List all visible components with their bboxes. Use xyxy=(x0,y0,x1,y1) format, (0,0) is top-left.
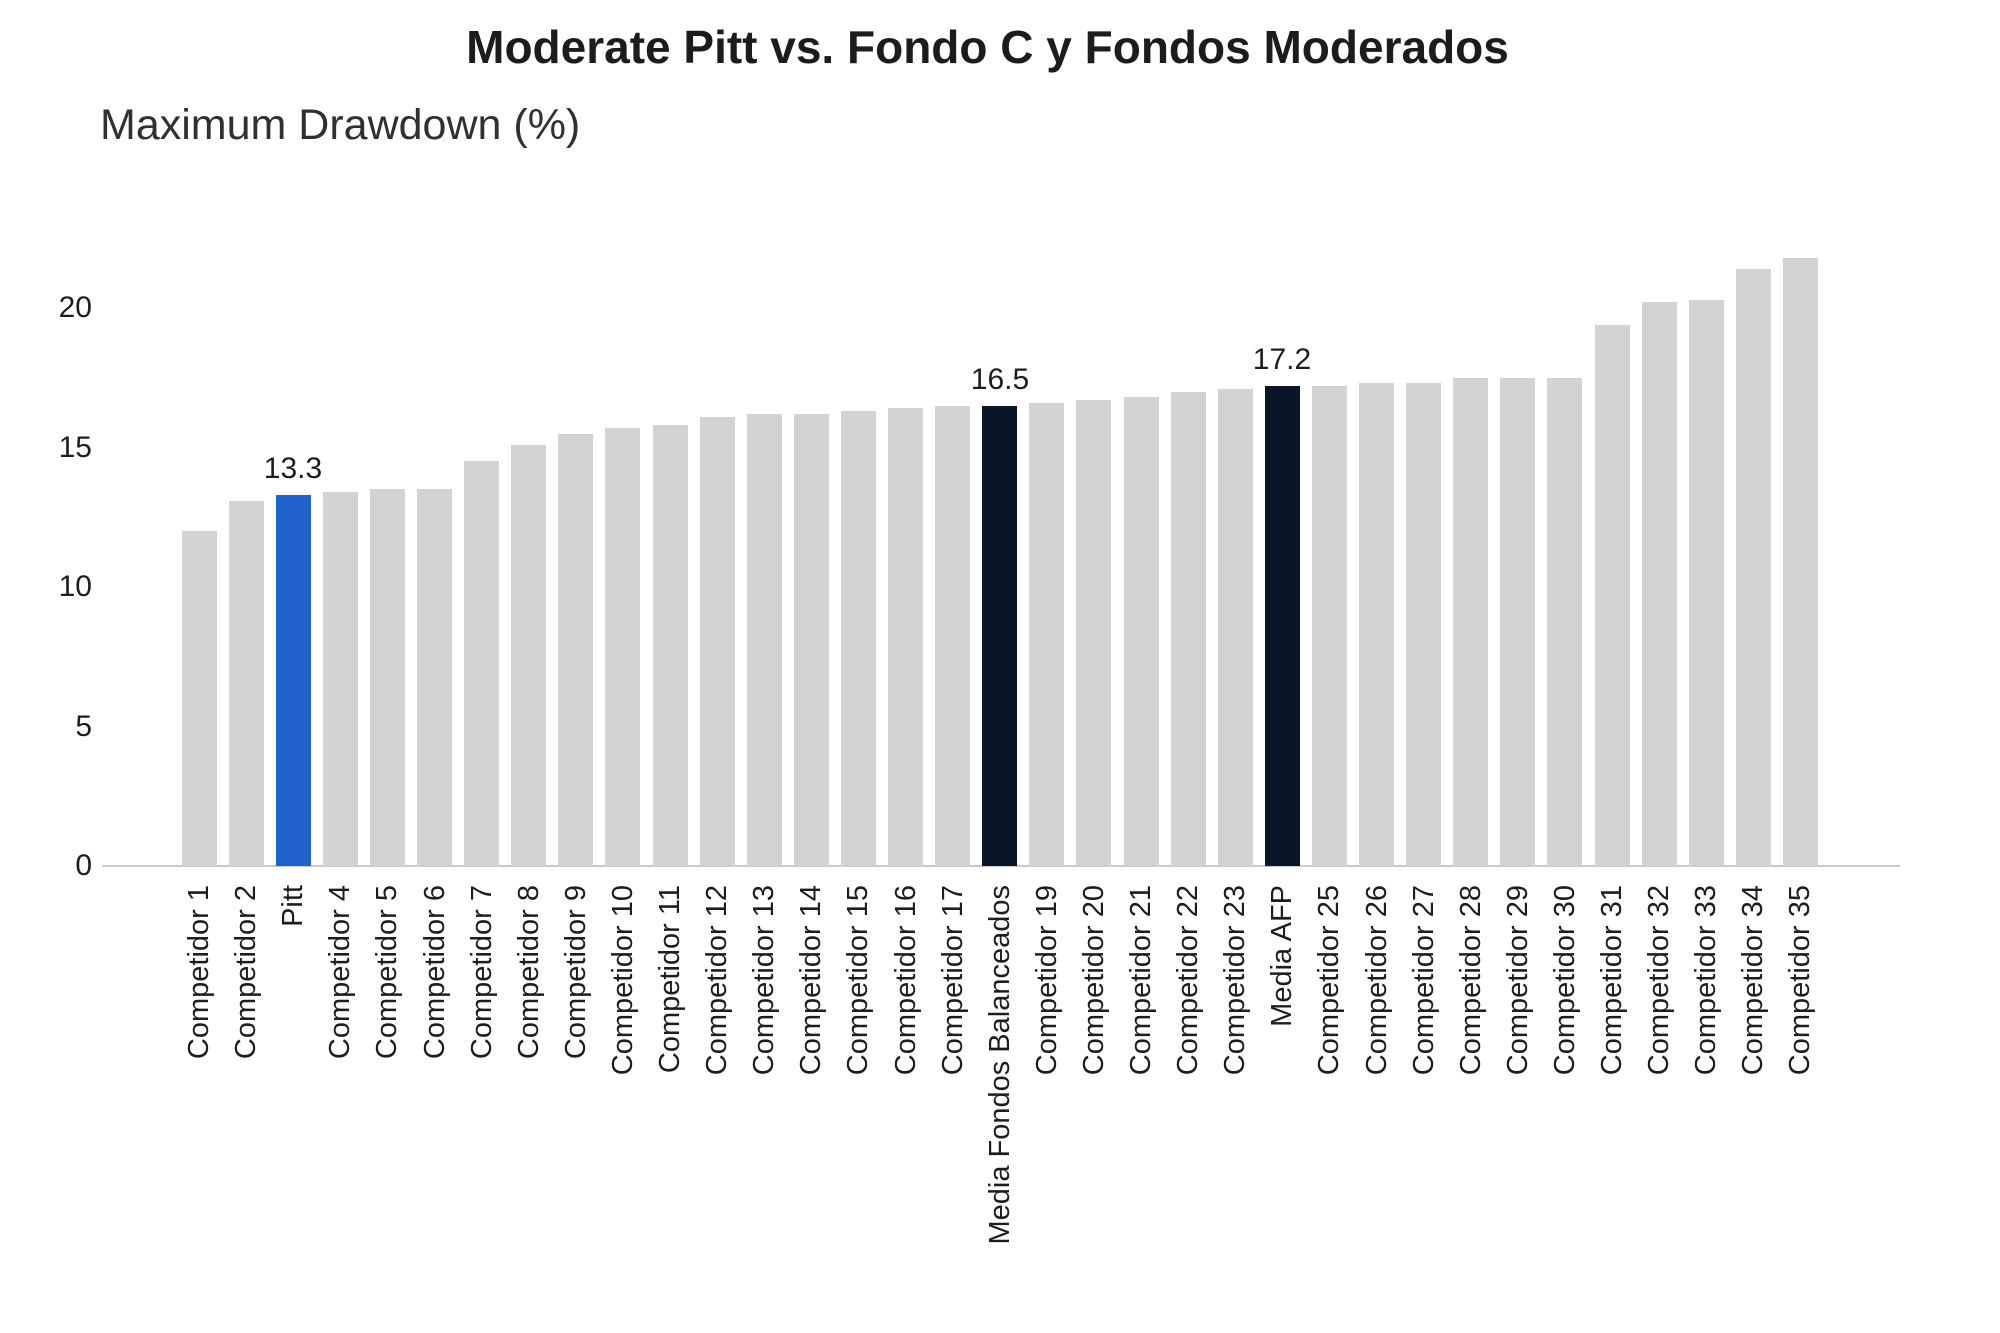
x-tick-label-competidor-27: Competidor 27 xyxy=(1408,885,1440,1076)
bar-competidor-21 xyxy=(1124,397,1159,866)
value-label-media-fondos-balanceados: 16.5 xyxy=(970,363,1030,396)
bar-competidor-22 xyxy=(1171,392,1206,866)
x-tick-label-competidor-8: Competidor 8 xyxy=(513,885,545,1060)
x-tick-label-competidor-6: Competidor 6 xyxy=(419,885,451,1060)
bar-competidor-23 xyxy=(1218,389,1253,866)
y-tick-label-15: 15 xyxy=(58,431,92,464)
x-tick-label-competidor-25: Competidor 25 xyxy=(1313,885,1345,1076)
x-tick-label-competidor-11: Competidor 11 xyxy=(654,885,686,1074)
bar-competidor-4 xyxy=(323,492,358,866)
x-axis-line xyxy=(102,865,1900,867)
bar-competidor-10 xyxy=(605,428,640,866)
x-tick-label-media-fondos-balanceados: Media Fondos Balanceados xyxy=(984,885,1016,1245)
bar-competidor-34 xyxy=(1736,269,1771,866)
x-tick-label-competidor-16: Competidor 16 xyxy=(890,885,922,1076)
x-tick-label-competidor-35: Competidor 35 xyxy=(1784,885,1816,1076)
x-tick-label-competidor-17: Competidor 17 xyxy=(937,885,969,1076)
bar-media-afp xyxy=(1265,386,1300,866)
bar-competidor-11 xyxy=(653,425,688,866)
x-tick-label-competidor-26: Competidor 26 xyxy=(1361,885,1393,1076)
bar-competidor-26 xyxy=(1359,383,1394,866)
y-tick-label-10: 10 xyxy=(58,570,92,603)
bar-competidor-14 xyxy=(794,414,829,866)
bar-competidor-29 xyxy=(1500,378,1535,866)
bar-pitt xyxy=(276,495,311,866)
x-tick-label-competidor-10: Competidor 10 xyxy=(607,885,639,1076)
bar-competidor-33 xyxy=(1689,300,1724,866)
x-tick-label-competidor-9: Competidor 9 xyxy=(560,885,592,1060)
bar-competidor-2 xyxy=(229,501,264,866)
bar-competidor-12 xyxy=(700,417,735,866)
x-tick-label-competidor-19: Competidor 19 xyxy=(1031,885,1063,1076)
bar-competidor-28 xyxy=(1453,378,1488,866)
bar-competidor-1 xyxy=(182,531,217,866)
x-tick-label-competidor-5: Competidor 5 xyxy=(371,885,403,1060)
x-tick-label-competidor-12: Competidor 12 xyxy=(701,885,733,1076)
y-tick-label-0: 0 xyxy=(75,849,92,882)
bar-competidor-15 xyxy=(841,411,876,866)
value-label-media-afp: 17.2 xyxy=(1252,343,1312,376)
x-tick-label-competidor-2: Competidor 2 xyxy=(230,885,262,1060)
x-tick-label-pitt: Pitt xyxy=(277,885,309,927)
chart-title: Moderate Pitt vs. Fondo C y Fondos Moder… xyxy=(466,21,1509,73)
bar-competidor-19 xyxy=(1029,403,1064,866)
value-label-pitt: 13.3 xyxy=(263,452,323,485)
x-tick-label-competidor-33: Competidor 33 xyxy=(1690,885,1722,1076)
x-tick-label-competidor-31: Competidor 31 xyxy=(1596,885,1628,1076)
x-tick-label-media-afp: Media AFP xyxy=(1266,885,1298,1027)
bar-competidor-25 xyxy=(1312,386,1347,866)
bar-media-fondos-balanceados xyxy=(982,406,1017,866)
x-tick-label-competidor-29: Competidor 29 xyxy=(1502,885,1534,1076)
bar-competidor-35 xyxy=(1783,258,1818,866)
bar-competidor-13 xyxy=(747,414,782,866)
bar-competidor-27 xyxy=(1406,383,1441,866)
x-tick-label-competidor-21: Competidor 21 xyxy=(1125,885,1157,1076)
bar-competidor-20 xyxy=(1076,400,1111,866)
x-tick-label-competidor-4: Competidor 4 xyxy=(324,885,356,1060)
x-tick-label-competidor-15: Competidor 15 xyxy=(842,885,874,1076)
bar-competidor-6 xyxy=(417,489,452,866)
y-tick-label-20: 20 xyxy=(58,291,92,324)
x-tick-label-competidor-20: Competidor 20 xyxy=(1078,885,1110,1076)
x-tick-label-competidor-14: Competidor 14 xyxy=(795,885,827,1076)
bar-competidor-17 xyxy=(935,406,970,866)
bar-competidor-30 xyxy=(1547,378,1582,866)
y-axis-title: Maximum Drawdown (%) xyxy=(100,101,581,149)
bar-competidor-32 xyxy=(1642,302,1677,866)
x-tick-label-competidor-32: Competidor 32 xyxy=(1643,885,1675,1076)
x-tick-label-competidor-13: Competidor 13 xyxy=(748,885,780,1076)
bar-competidor-9 xyxy=(558,434,593,866)
x-tick-label-competidor-1: Competidor 1 xyxy=(183,885,215,1060)
x-tick-label-competidor-30: Competidor 30 xyxy=(1549,885,1581,1076)
bar-competidor-7 xyxy=(464,461,499,866)
bar-competidor-31 xyxy=(1595,325,1630,866)
bar-competidor-8 xyxy=(511,445,546,866)
x-tick-label-competidor-28: Competidor 28 xyxy=(1455,885,1487,1076)
x-tick-label-competidor-23: Competidor 23 xyxy=(1219,885,1251,1076)
x-tick-label-competidor-34: Competidor 34 xyxy=(1737,885,1769,1076)
bar-competidor-16 xyxy=(888,408,923,866)
bar-competidor-5 xyxy=(370,489,405,866)
x-tick-label-competidor-22: Competidor 22 xyxy=(1172,885,1204,1076)
x-tick-label-competidor-7: Competidor 7 xyxy=(466,885,498,1060)
y-tick-label-5: 5 xyxy=(75,710,92,743)
